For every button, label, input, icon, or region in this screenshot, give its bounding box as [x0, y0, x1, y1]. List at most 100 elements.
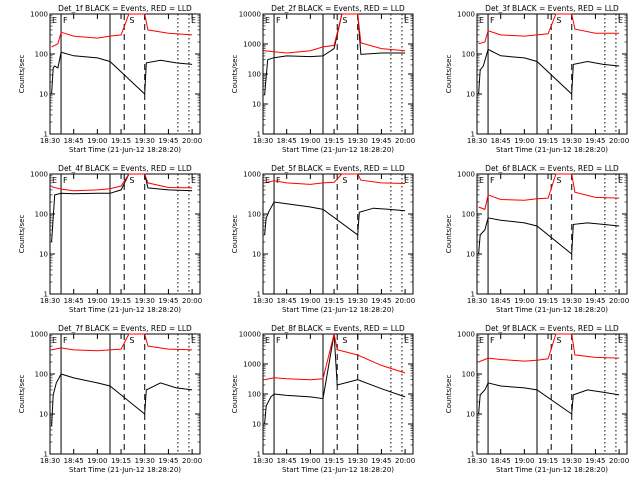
x-tick-label: 19:00: [300, 297, 320, 305]
x-tick-label: 20:00: [182, 137, 202, 145]
x-tick-label: 19:30: [562, 297, 582, 305]
x-tick-label: 20:00: [395, 137, 415, 145]
x-tick-label: 19:45: [158, 297, 178, 305]
x-tick-label: 19:45: [158, 137, 178, 145]
x-tick-label: 18:30: [253, 297, 273, 305]
x-tick-label: 18:30: [467, 137, 487, 145]
marker-label: F: [490, 176, 495, 185]
y-tick-label: 1000: [243, 171, 261, 179]
events-series-line: [51, 373, 193, 427]
x-axis-label: Start Time (21-Jun-12 18:28:20): [496, 306, 608, 314]
x-tick-label: 20:00: [609, 297, 629, 305]
x-tick-label: 18:30: [40, 297, 60, 305]
lld-series-line: [51, 333, 193, 352]
y-tick-label: 1: [257, 291, 261, 299]
x-tick-label: 19:00: [300, 137, 320, 145]
events-series-line: [478, 382, 620, 415]
x-tick-label: 18:45: [491, 137, 511, 145]
y-tick-label: 1000: [243, 361, 261, 369]
lld-series-line: [264, 13, 406, 54]
axes-frame: [476, 13, 628, 135]
x-tick-label: 19:45: [585, 297, 605, 305]
marker-label: E: [479, 16, 484, 25]
x-tick-label: 20:00: [395, 457, 415, 465]
x-tick-label: 19:15: [538, 297, 558, 305]
lld-series-line: [478, 13, 620, 45]
x-axis-label: Start Time (21-Jun-12 18:28:20): [496, 146, 608, 154]
x-axis-label: Start Time (21-Jun-12 18:28:20): [282, 306, 394, 314]
y-tick-label: 10: [466, 251, 475, 259]
panel-title: Det_8f BLACK = Events, RED = LLD: [271, 324, 405, 333]
y-tick-label: 1: [44, 451, 48, 459]
x-tick-label: 19:15: [538, 457, 558, 465]
y-tick-label: 1000: [30, 11, 48, 19]
x-tick-label: 18:45: [64, 137, 84, 145]
marker-label: F: [490, 336, 495, 345]
marker-label: S: [556, 176, 561, 185]
y-tick-label: 10: [252, 101, 261, 109]
y-tick-label: 10: [252, 421, 261, 429]
marker-label: E: [618, 336, 623, 345]
panel-title: Det_4f BLACK = Events, RED = LLD: [58, 164, 192, 173]
panel-title: Det_6f BLACK = Events, RED = LLD: [485, 164, 619, 173]
x-tick-label: 19:30: [135, 137, 155, 145]
events-series-line: [264, 201, 406, 236]
x-tick-label: 19:45: [371, 457, 391, 465]
x-tick-label: 19:15: [324, 137, 344, 145]
x-tick-label: 18:45: [64, 297, 84, 305]
x-tick-label: 19:30: [348, 297, 368, 305]
marker-label: E: [404, 336, 409, 345]
axes-frame: [49, 333, 201, 455]
y-tick-label: 100: [248, 71, 261, 79]
y-tick-label: 1: [257, 131, 261, 139]
x-tick-label: 19:30: [135, 297, 155, 305]
y-tick-label: 1: [471, 451, 475, 459]
marker-label: E: [191, 336, 196, 345]
y-tick-label: 100: [462, 371, 475, 379]
panel-8: Det_8f BLACK = Events, RED = LLD 1 10 100 10…: [231, 324, 415, 474]
x-tick-label: 19:15: [324, 297, 344, 305]
x-axis-label: Start Time (21-Jun-12 18:28:20): [282, 466, 394, 474]
marker-label: S: [342, 16, 347, 25]
y-tick-label: 100: [35, 211, 48, 219]
y-tick-label: 100: [462, 211, 475, 219]
y-tick-label: 100: [35, 51, 48, 59]
marker-label: E: [265, 16, 270, 25]
events-series-line: [264, 13, 406, 96]
lld-series-line: [264, 333, 406, 381]
marker-label: E: [479, 176, 484, 185]
marker-label: E: [404, 16, 409, 25]
y-tick-label: 1000: [30, 171, 48, 179]
marker-label: E: [618, 176, 623, 185]
x-tick-label: 18:30: [40, 137, 60, 145]
panel-2: Det_2f BLACK = Events, RED = LLD 1 10 100 10…: [231, 4, 415, 154]
x-tick-label: 20:00: [395, 297, 415, 305]
y-tick-label: 1: [471, 131, 475, 139]
x-tick-label: 19:00: [87, 137, 107, 145]
x-tick-label: 19:45: [585, 137, 605, 145]
x-tick-label: 18:30: [40, 457, 60, 465]
y-axis-label: Counts/sec: [445, 55, 453, 94]
panel-title: Det_7f BLACK = Events, RED = LLD: [58, 324, 192, 333]
y-tick-label: 1000: [457, 11, 475, 19]
x-tick-label: 19:15: [538, 137, 558, 145]
x-tick-label: 18:30: [467, 297, 487, 305]
x-tick-label: 19:45: [158, 457, 178, 465]
x-tick-label: 18:30: [467, 457, 487, 465]
marker-label: F: [276, 336, 281, 345]
y-axis-label: Counts/sec: [231, 215, 239, 254]
marker-label: F: [276, 176, 281, 185]
axes-frame: [49, 13, 201, 135]
events-series-line: [264, 333, 406, 425]
x-tick-label: 19:15: [111, 297, 131, 305]
y-tick-label: 100: [35, 371, 48, 379]
y-tick-label: 100: [248, 391, 261, 399]
panel-title: Det_2f BLACK = Events, RED = LLD: [271, 4, 405, 13]
y-tick-label: 1000: [243, 41, 261, 49]
x-tick-label: 18:45: [491, 297, 511, 305]
axes-frame: [476, 173, 628, 295]
x-tick-label: 19:00: [514, 457, 534, 465]
y-tick-label: 1: [471, 291, 475, 299]
marker-label: F: [490, 16, 495, 25]
x-tick-label: 18:45: [277, 297, 297, 305]
